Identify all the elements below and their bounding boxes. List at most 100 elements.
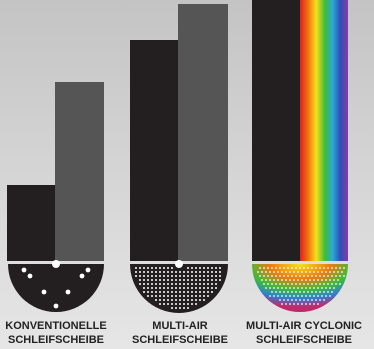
- hole: [155, 267, 157, 269]
- hole: [195, 271, 197, 273]
- hole: [191, 267, 193, 269]
- hole: [319, 291, 321, 293]
- hole: [317, 295, 319, 297]
- hole: [27, 273, 33, 279]
- hole: [187, 287, 189, 289]
- hole: [299, 267, 301, 269]
- hole: [203, 279, 205, 281]
- hole: [327, 267, 329, 269]
- hole: [187, 295, 189, 297]
- hole: [293, 303, 295, 305]
- hole: [179, 279, 181, 281]
- hole: [175, 260, 183, 268]
- hole: [187, 307, 189, 309]
- hole: [289, 279, 291, 281]
- hole: [327, 283, 329, 285]
- hole: [147, 287, 149, 289]
- hole: [147, 291, 149, 293]
- hole: [303, 267, 305, 269]
- hole: [171, 291, 173, 293]
- hole: [323, 299, 325, 301]
- hole: [291, 283, 293, 285]
- hole: [295, 291, 297, 293]
- hole: [159, 267, 161, 269]
- hole: [139, 279, 141, 281]
- hole: [191, 279, 193, 281]
- hole: [267, 283, 269, 285]
- hole: [265, 287, 267, 289]
- hole: [301, 279, 303, 281]
- bar-dark: [252, 0, 300, 261]
- hole: [211, 279, 213, 281]
- hole: [203, 275, 205, 277]
- hole: [297, 279, 299, 281]
- hole: [151, 275, 153, 277]
- hole: [315, 291, 317, 293]
- hole: [211, 275, 213, 277]
- hole: [295, 267, 297, 269]
- hole: [305, 271, 307, 273]
- hole: [191, 299, 193, 301]
- hole: [311, 275, 313, 277]
- hole: [343, 275, 345, 277]
- hole: [215, 287, 217, 289]
- hole: [211, 267, 213, 269]
- hole: [279, 299, 281, 301]
- hole: [331, 275, 333, 277]
- hole: [307, 291, 309, 293]
- hole: [283, 299, 285, 301]
- hole: [313, 279, 315, 281]
- label-line1: MULTI-AIR: [152, 320, 207, 332]
- hole: [289, 303, 291, 305]
- hole: [215, 267, 217, 269]
- hole: [331, 267, 333, 269]
- hole: [277, 279, 279, 281]
- hole: [187, 267, 189, 269]
- hole: [171, 295, 173, 297]
- hole: [333, 287, 335, 289]
- hole: [175, 287, 177, 289]
- hole: [219, 267, 221, 269]
- hole: [281, 271, 283, 273]
- hole: [299, 291, 301, 293]
- hole: [287, 275, 289, 277]
- hole: [191, 303, 193, 305]
- hole: [187, 271, 189, 273]
- hole: [143, 267, 145, 269]
- hole: [79, 273, 85, 279]
- hole: [159, 287, 161, 289]
- hole: [195, 299, 197, 301]
- hole: [207, 295, 209, 297]
- hole: [171, 271, 173, 273]
- hole: [171, 267, 173, 269]
- hole: [279, 283, 281, 285]
- bar-gray: [178, 4, 228, 261]
- hole: [175, 279, 177, 281]
- hole: [195, 295, 197, 297]
- hole: [163, 287, 165, 289]
- hole: [155, 291, 157, 293]
- hole: [269, 295, 271, 297]
- hole: [195, 267, 197, 269]
- hole: [291, 275, 293, 277]
- hole: [285, 287, 287, 289]
- hole: [313, 287, 315, 289]
- hole: [341, 271, 343, 273]
- label-line2: SCHLEIFSCHEIBE: [132, 334, 228, 346]
- hole: [159, 275, 161, 277]
- hole: [183, 271, 185, 273]
- hole: [179, 275, 181, 277]
- hole: [139, 267, 141, 269]
- hole: [179, 291, 181, 293]
- hole: [85, 267, 91, 273]
- hole: [183, 303, 185, 305]
- hole: [317, 279, 319, 281]
- hole: [259, 267, 261, 269]
- hole: [195, 287, 197, 289]
- hole: [339, 283, 341, 285]
- hole: [321, 295, 323, 297]
- hole: [155, 299, 157, 301]
- hole: [285, 303, 287, 305]
- hole: [147, 275, 149, 277]
- hole: [167, 275, 169, 277]
